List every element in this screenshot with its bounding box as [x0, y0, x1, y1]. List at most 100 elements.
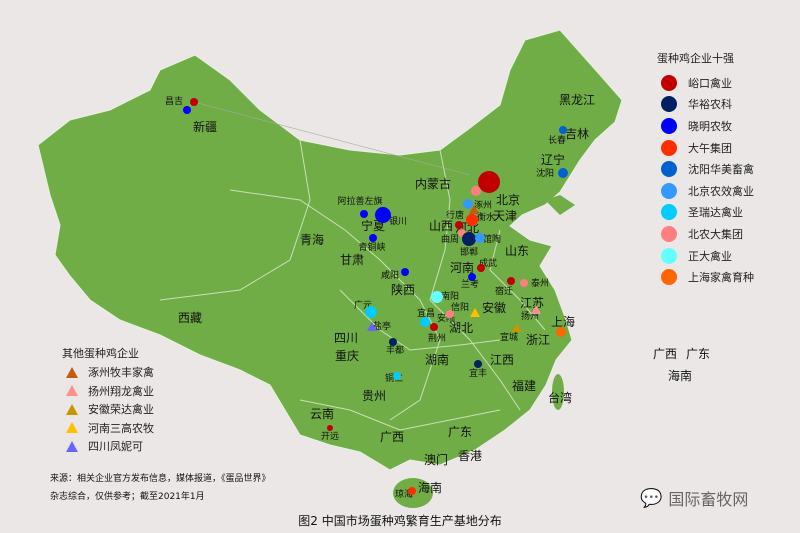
base-marker — [369, 234, 377, 242]
base-marker — [430, 323, 438, 331]
liaodong — [545, 195, 575, 215]
legend-item: 沈阳华美畜禽 — [657, 158, 754, 180]
city-label: 阿拉善左旗 — [337, 195, 382, 207]
city-label: 信阳 — [451, 301, 469, 313]
legend-label: 峪口禽业 — [688, 76, 732, 90]
legend-item: 涿州牧丰家禽 — [62, 363, 154, 382]
province-label: 青海 — [300, 232, 324, 247]
city-label: 荆州 — [428, 332, 446, 344]
city-label: 宣城 — [500, 331, 518, 343]
circle-marker-icon — [661, 269, 677, 286]
city-label: 丰都 — [386, 344, 404, 356]
province-label: 吉林 — [565, 127, 589, 141]
legend-label: 晓明农牧 — [688, 119, 732, 133]
base-marker — [463, 199, 473, 209]
source-line: 来源：相关企业官方发布信息，媒体报道，《蛋品世界》 — [50, 474, 271, 484]
base-marker — [507, 277, 515, 285]
city-label: 银川 — [389, 215, 407, 227]
province-label: 北京 — [496, 193, 520, 207]
legend-label: 北农大集团 — [688, 227, 743, 241]
base-marker — [420, 317, 430, 327]
base-marker — [393, 372, 401, 380]
legend-label: 北京农效禽业 — [688, 184, 754, 198]
circle-marker-icon — [661, 247, 677, 264]
watermark: 💬 国际畜牧网 — [640, 486, 748, 510]
base-marker — [475, 233, 485, 243]
province-label: 山东 — [505, 244, 529, 258]
legend-item: 北京农效禽业 — [657, 180, 754, 202]
base-triangle-marker — [512, 323, 522, 332]
base-marker — [520, 279, 528, 287]
legend-label: 正大禽业 — [688, 249, 732, 263]
city-label: 兰考 — [461, 278, 479, 290]
city-label: 青铜峡 — [358, 241, 385, 253]
base-marker — [375, 207, 391, 223]
legend-label: 涿州牧丰家禽 — [88, 366, 154, 380]
province-label: 甘肃 — [340, 253, 364, 267]
triangle-marker-icon — [66, 366, 78, 378]
city-label: 开远 — [321, 431, 339, 442]
circle-marker-icon — [661, 139, 677, 156]
city-label: 涿州 — [474, 200, 492, 211]
province-label: 台湾 — [548, 390, 572, 405]
city-label: 昌吉 — [165, 96, 183, 107]
legend-item: 上海家禽育种 — [657, 266, 754, 288]
base-marker — [401, 268, 409, 276]
province-label: 香港 — [458, 449, 482, 463]
province-label: 海南 — [418, 480, 442, 495]
city-label: 馆陶 — [483, 233, 501, 245]
legend-item: 正大禽业 — [657, 245, 754, 267]
legend-item: 四川凤妮可 — [62, 437, 154, 456]
taiwan-island — [552, 374, 564, 410]
figure-caption: 图2 中国市场蛋种鸡繁育生产基地分布 — [298, 514, 502, 528]
circle-marker-icon — [661, 74, 677, 91]
base-marker — [558, 168, 568, 178]
circle-marker-icon — [661, 117, 677, 134]
city-label: 行唐 — [446, 209, 464, 221]
province-label: 湖北 — [449, 320, 473, 335]
circle-marker-icon — [661, 96, 677, 113]
province-label: 澳门 — [424, 452, 448, 467]
circle-marker-icon — [661, 161, 677, 178]
province-borders — [159, 139, 546, 431]
city-label: 长春 — [548, 134, 566, 146]
inset-label: 广西 — [653, 347, 677, 361]
province-label: 山西 — [429, 219, 453, 233]
base-marker — [389, 338, 397, 346]
legend-item: 大午集团 — [657, 137, 754, 159]
province-label: 陕西 — [391, 282, 415, 297]
base-marker — [183, 106, 191, 114]
base-marker — [431, 291, 443, 303]
base-triangle-marker — [470, 308, 480, 317]
city-label: 衡水 — [477, 211, 495, 223]
legend-label: 安徽荣达禽业 — [88, 403, 154, 417]
top-ten-legend: 蛋种鸡企业十强 峪口禽业 华裕农科 晓明农牧 大午集团 沈阳华美畜禽 北京农效禽业 圣瑞达禽… — [657, 50, 754, 288]
province-label: 上海 — [551, 314, 575, 329]
legend-item: 扬州翔龙禽业 — [62, 382, 154, 401]
province-label: 福建 — [512, 378, 536, 393]
province-label: 浙江 — [526, 333, 550, 347]
province-label: 天津 — [493, 209, 517, 223]
base-marker — [474, 360, 482, 368]
legend-item: 安徽荣达禽业 — [62, 400, 154, 419]
base-marker — [559, 126, 567, 134]
circle-marker-icon — [661, 182, 677, 199]
triangle-marker-icon — [66, 385, 78, 397]
province-label: 新疆 — [193, 119, 217, 134]
wechat-icon: 💬 — [640, 487, 663, 509]
base-triangle-marker — [469, 205, 479, 214]
province-label: 重庆 — [335, 349, 359, 363]
source-note: 来源：相关企业官方发布信息，媒体报道，《蛋品世界》 杂志综合，仅供参考；截至20… — [50, 470, 271, 506]
legend-item: 峪口禽业 — [657, 72, 754, 94]
base-marker — [327, 425, 333, 431]
legend-item: 河南三高农牧 — [62, 419, 154, 438]
legend-item: 圣瑞达禽业 — [657, 202, 754, 224]
legend-label: 四川凤妮可 — [88, 440, 143, 454]
circle-marker-icon — [661, 204, 677, 221]
base-marker — [360, 210, 368, 218]
province-label: 广西 — [380, 430, 404, 444]
province-label: 贵州 — [362, 389, 386, 403]
mainland — [37, 29, 623, 471]
triangle-marker-icon — [66, 403, 78, 415]
circle-marker-icon — [661, 225, 677, 242]
